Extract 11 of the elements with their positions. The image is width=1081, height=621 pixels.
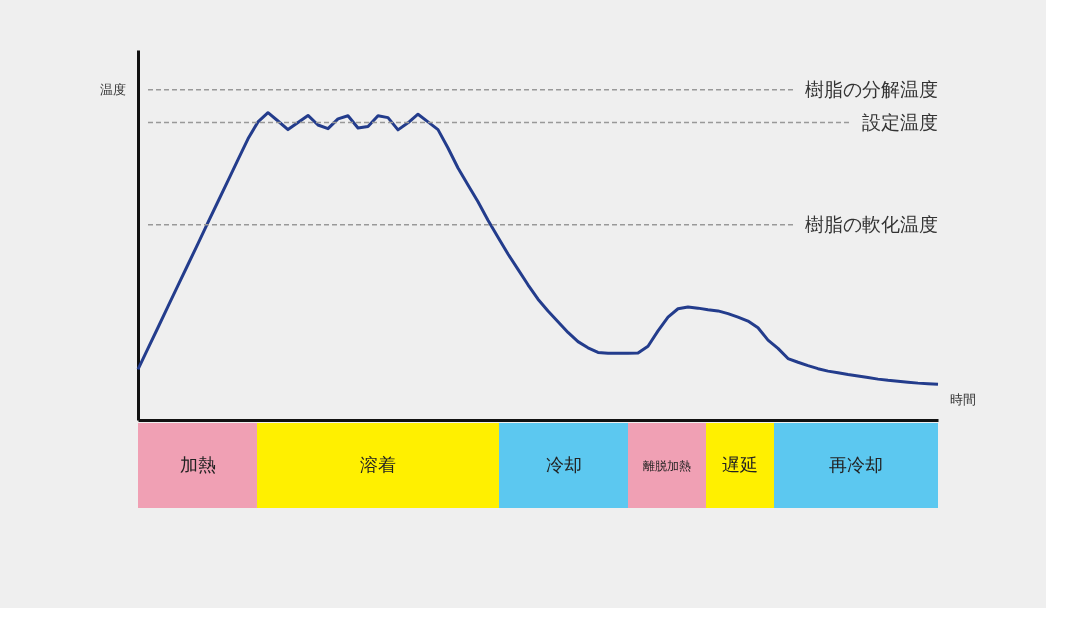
- ref-line-label: 樹脂の分解温度: [805, 77, 938, 100]
- x-axis-title: 時間: [950, 392, 976, 407]
- ref-line-label: 設定温度: [862, 110, 938, 133]
- ref-line-label: 樹脂の軟化温度: [805, 212, 938, 235]
- text: 離脱加熱: [643, 458, 691, 473]
- text: 再冷却: [829, 453, 883, 475]
- y-axis-title: 温度: [100, 82, 126, 97]
- text: 冷却: [545, 453, 582, 475]
- text: 加熱: [179, 453, 216, 475]
- text: 遅延: [722, 453, 758, 475]
- text: 溶着: [360, 453, 396, 475]
